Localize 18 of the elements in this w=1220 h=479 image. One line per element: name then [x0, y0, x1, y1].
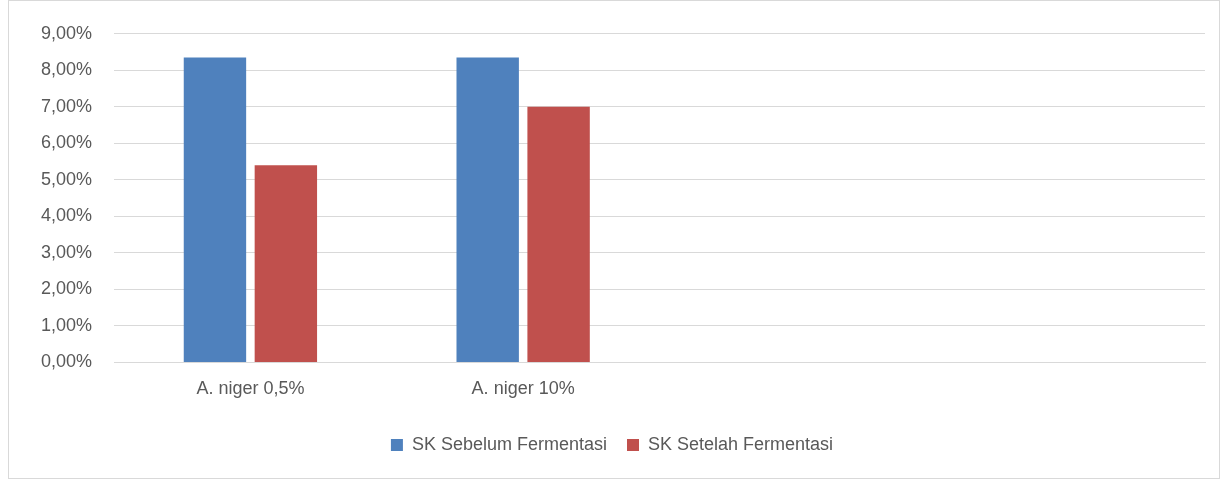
bar — [254, 165, 318, 362]
y-tick-label: 9,00% — [40, 22, 93, 43]
legend-label: SK Sebelum Fermentasi — [411, 433, 608, 454]
y-tick-label: 5,00% — [40, 168, 93, 189]
y-tick-label: 6,00% — [40, 132, 93, 153]
x-tick-label: A. niger 10% — [471, 378, 575, 399]
bar — [456, 57, 519, 362]
x-tick-label: A. niger 0,5% — [196, 378, 305, 399]
y-tick-label: 2,00% — [40, 278, 93, 299]
bar — [527, 106, 590, 362]
y-tick-label: 3,00% — [40, 241, 93, 262]
y-tick-label: 0,00% — [40, 351, 93, 372]
y-tick-label: 7,00% — [40, 95, 93, 116]
y-tick-label: 1,00% — [40, 314, 93, 335]
y-tick-label: 8,00% — [40, 59, 93, 80]
legend-label: SK Setelah Fermentasi — [648, 433, 834, 454]
y-tick-label: 4,00% — [40, 205, 93, 226]
bar — [183, 57, 247, 362]
